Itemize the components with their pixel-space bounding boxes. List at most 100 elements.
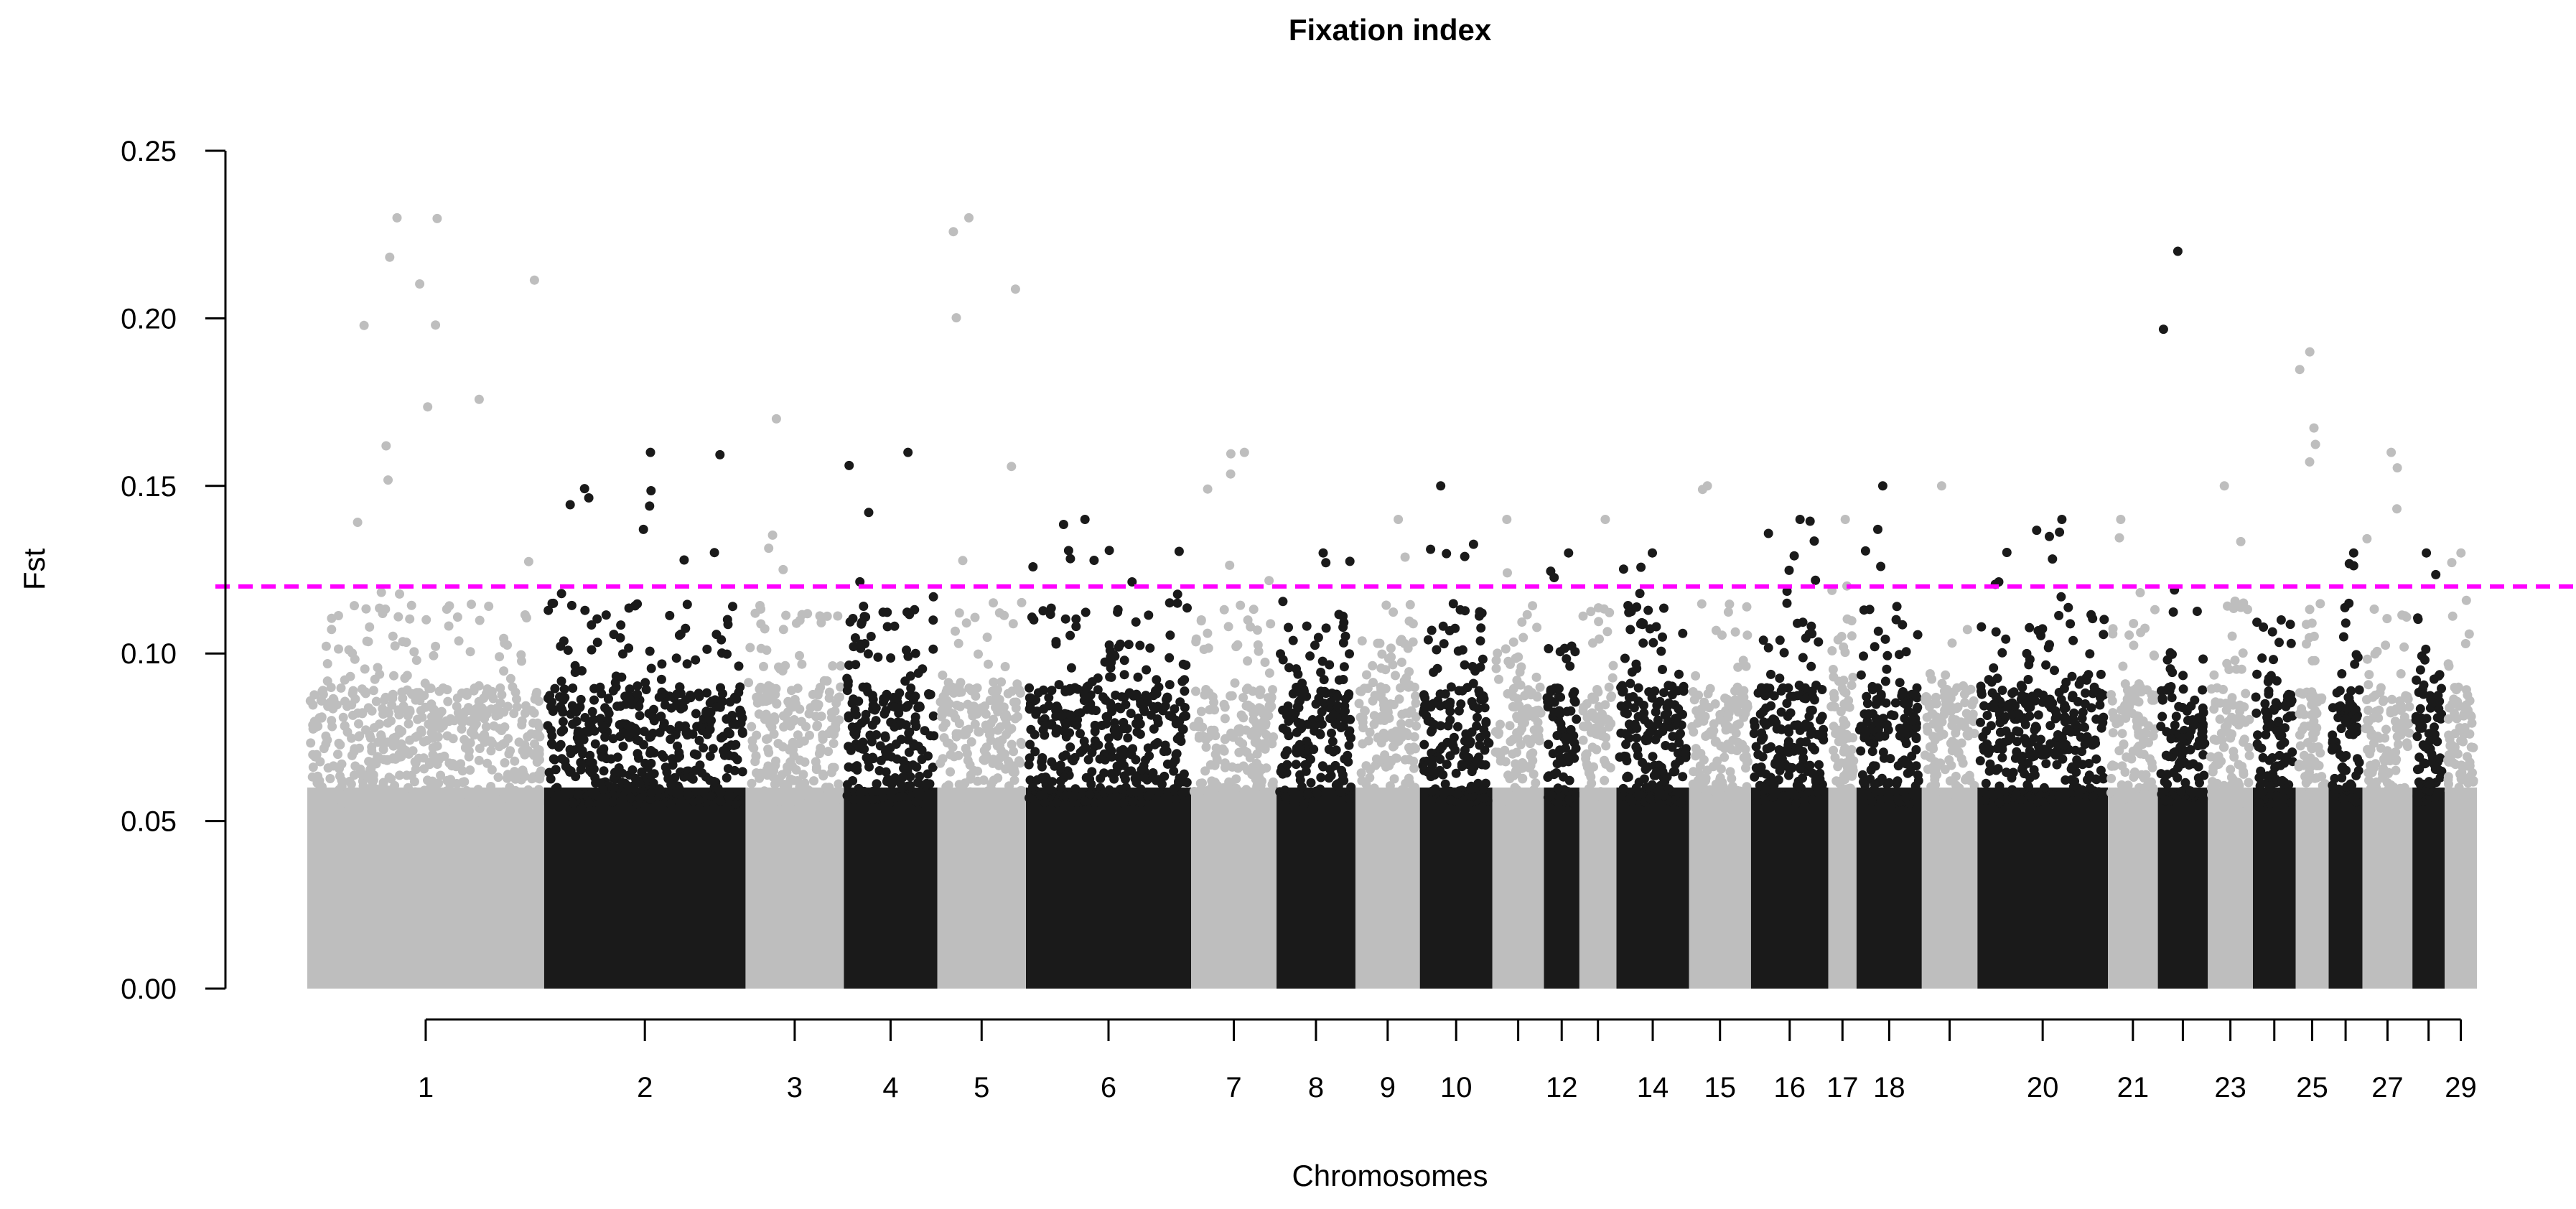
snp-point bbox=[355, 731, 365, 741]
snp-point bbox=[1065, 554, 1075, 564]
snp-point bbox=[1226, 469, 1236, 479]
snp-point bbox=[854, 742, 864, 752]
chromosome-14-dense-band bbox=[1616, 787, 1689, 989]
snp-point bbox=[1518, 773, 1528, 783]
snp-point bbox=[1794, 782, 1804, 792]
snp-point bbox=[1643, 762, 1653, 772]
snp-point bbox=[1555, 647, 1565, 657]
snp-point bbox=[1723, 712, 1733, 722]
chart-title: Fixation index bbox=[1289, 13, 1492, 47]
snp-point bbox=[2012, 737, 2022, 747]
snp-point bbox=[895, 688, 905, 698]
snp-point bbox=[2400, 611, 2410, 621]
snp-point bbox=[2266, 671, 2276, 681]
snp-point bbox=[2059, 740, 2069, 750]
snp-point bbox=[1111, 791, 1121, 801]
snp-point bbox=[1608, 660, 1618, 671]
snp-point bbox=[1814, 637, 1824, 647]
snp-point bbox=[1228, 732, 1238, 742]
snp-point bbox=[1588, 638, 1597, 648]
snp-point bbox=[2379, 695, 2389, 705]
snp-point bbox=[2215, 714, 2225, 724]
snp-point bbox=[1775, 635, 1785, 645]
snp-point bbox=[2085, 649, 2095, 659]
snp-point bbox=[2427, 749, 2437, 759]
snp-point bbox=[436, 770, 446, 780]
snp-point bbox=[2180, 778, 2190, 788]
snp-point bbox=[601, 610, 611, 620]
snp-point bbox=[640, 678, 650, 688]
snp-point bbox=[1174, 777, 1183, 787]
snp-point bbox=[849, 642, 859, 652]
snp-point bbox=[2008, 767, 2018, 778]
snp-point bbox=[711, 630, 722, 640]
snp-point bbox=[860, 715, 870, 725]
snp-point bbox=[1636, 562, 1646, 572]
chromosome-20-peak-point bbox=[2057, 515, 2067, 524]
snp-point bbox=[333, 750, 342, 760]
snp-point bbox=[799, 799, 808, 809]
snp-point bbox=[843, 780, 852, 790]
snp-point bbox=[1215, 794, 1225, 804]
snp-point bbox=[961, 618, 971, 628]
snp-point bbox=[1873, 524, 1882, 534]
snp-point bbox=[834, 692, 844, 702]
snp-point bbox=[426, 711, 437, 722]
chromosome-26-peak-point bbox=[2348, 548, 2358, 558]
snp-point bbox=[1643, 605, 1653, 615]
snp-point bbox=[1143, 791, 1153, 801]
snp-point bbox=[1880, 634, 1890, 644]
snp-point bbox=[2208, 762, 2218, 772]
snp-point bbox=[1177, 788, 1187, 798]
snp-point bbox=[1312, 788, 1322, 798]
snp-point bbox=[368, 770, 378, 780]
snp-point bbox=[778, 666, 788, 676]
chromosome-6-dense-band bbox=[1026, 787, 1191, 989]
snp-point bbox=[1959, 722, 1969, 732]
snp-point bbox=[2425, 779, 2435, 789]
snp-point bbox=[730, 799, 740, 809]
snp-point bbox=[1291, 760, 1301, 770]
snp-point bbox=[315, 757, 325, 767]
snp-point bbox=[1830, 701, 1839, 711]
snp-point bbox=[1505, 721, 1515, 731]
snp-point bbox=[1529, 769, 1539, 779]
snp-point bbox=[1128, 797, 1137, 807]
snp-point bbox=[1269, 732, 1279, 742]
snp-point bbox=[2198, 685, 2208, 695]
snp-point bbox=[2435, 772, 2445, 783]
snp-point bbox=[495, 652, 505, 662]
snp-point bbox=[1432, 645, 1442, 655]
snp-point bbox=[2295, 365, 2305, 375]
snp-point bbox=[804, 709, 814, 719]
snp-point bbox=[706, 791, 716, 801]
snp-point bbox=[2085, 783, 2095, 793]
snp-point bbox=[2099, 772, 2109, 783]
snp-point bbox=[1133, 672, 1143, 682]
snp-point bbox=[370, 674, 380, 684]
snp-point bbox=[2415, 665, 2425, 675]
snp-point bbox=[405, 614, 415, 624]
snp-point bbox=[1059, 772, 1069, 783]
snp-point bbox=[1480, 760, 1490, 770]
snp-point bbox=[979, 755, 989, 765]
snp-point bbox=[938, 691, 948, 701]
snp-point bbox=[2175, 758, 2184, 768]
snp-point bbox=[1252, 625, 1262, 635]
snp-point bbox=[2147, 762, 2157, 772]
snp-point bbox=[755, 684, 765, 694]
snp-point bbox=[1105, 672, 1115, 682]
snp-point bbox=[571, 716, 582, 727]
snp-point bbox=[2167, 668, 2178, 678]
chromosome-6-points bbox=[1024, 515, 1192, 989]
snp-point bbox=[1340, 754, 1350, 764]
snp-point bbox=[1544, 644, 1554, 653]
snp-point bbox=[2142, 792, 2152, 802]
snp-point bbox=[523, 556, 533, 566]
snp-point bbox=[2432, 737, 2442, 747]
snp-point bbox=[1977, 622, 1987, 632]
snp-point bbox=[691, 709, 701, 719]
snp-point bbox=[869, 700, 878, 710]
snp-point bbox=[2309, 423, 2319, 433]
snp-point bbox=[1243, 700, 1253, 710]
